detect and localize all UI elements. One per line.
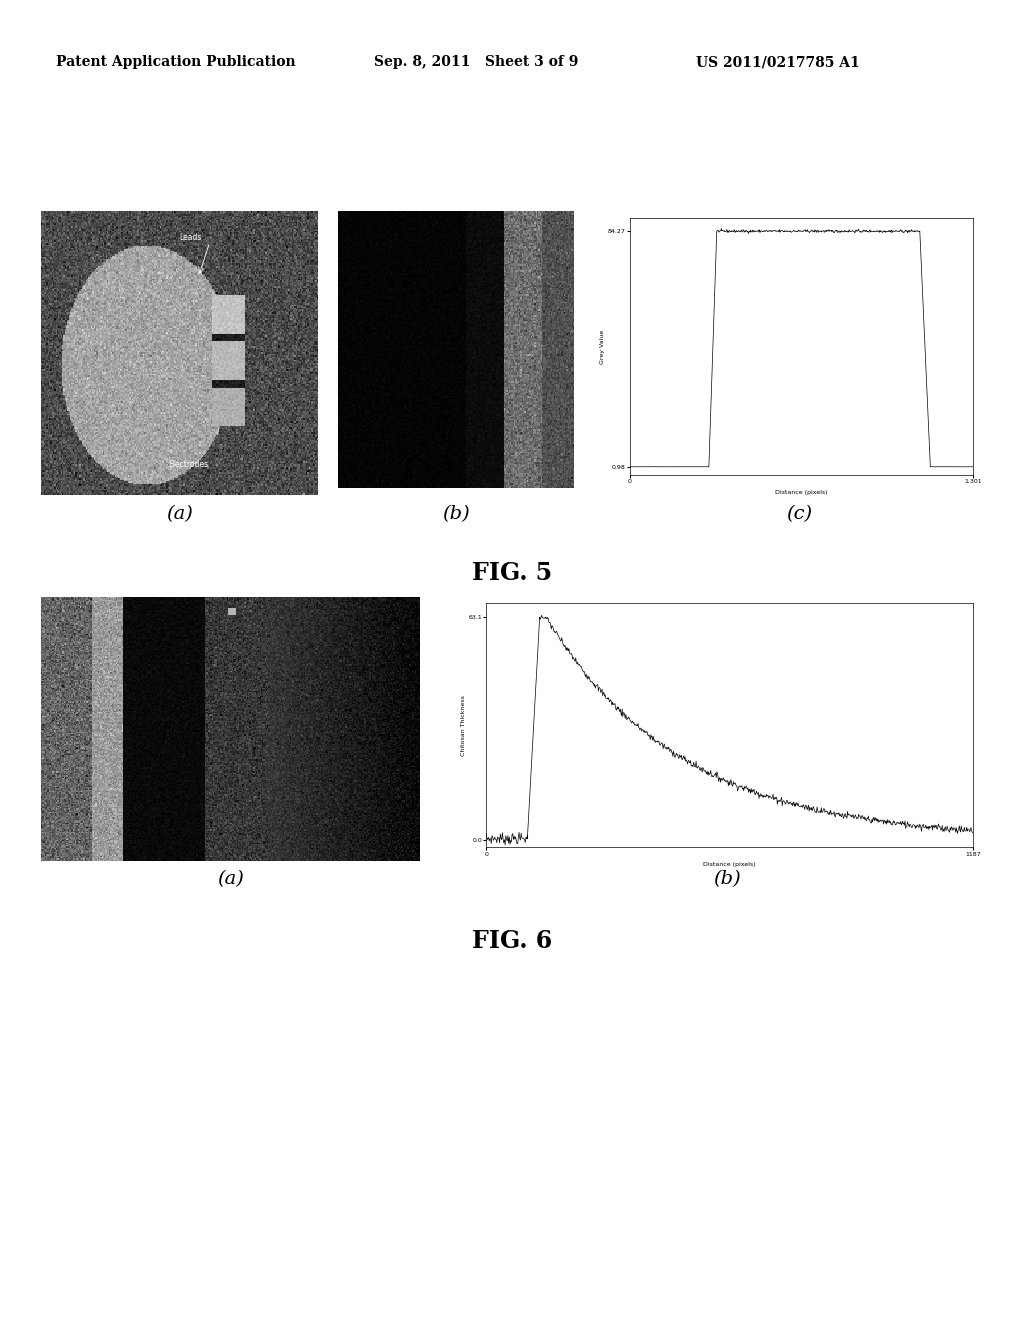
- Text: Sep. 8, 2011   Sheet 3 of 9: Sep. 8, 2011 Sheet 3 of 9: [374, 55, 579, 70]
- Text: (c): (c): [785, 504, 812, 523]
- X-axis label: Distance (pixels): Distance (pixels): [775, 490, 827, 495]
- Text: US 2011/0217785 A1: US 2011/0217785 A1: [696, 55, 860, 70]
- Text: FIG. 6: FIG. 6: [472, 929, 552, 953]
- Text: Leads: Leads: [179, 232, 202, 242]
- X-axis label: Distance (pixels): Distance (pixels): [703, 862, 756, 867]
- Text: (a): (a): [217, 870, 244, 888]
- Text: (b): (b): [713, 870, 741, 888]
- Text: FIG. 5: FIG. 5: [472, 561, 552, 585]
- Y-axis label: Chitosan Thickness: Chitosan Thickness: [461, 694, 466, 756]
- Y-axis label: Grey Value: Grey Value: [600, 330, 605, 363]
- Text: (a): (a): [166, 504, 193, 523]
- Text: Patent Application Publication: Patent Application Publication: [56, 55, 296, 70]
- Text: Electrodes: Electrodes: [168, 459, 208, 469]
- Text: (b): (b): [441, 504, 470, 523]
